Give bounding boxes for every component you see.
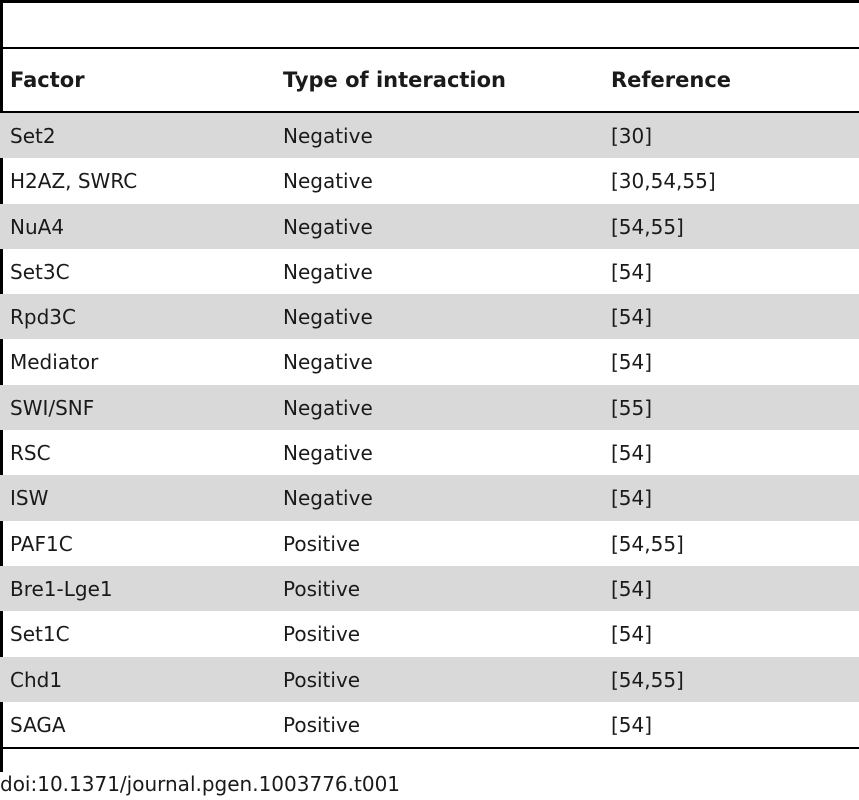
factor-cell: Rpd3C — [10, 305, 76, 330]
reference-cell: [54,55] — [611, 531, 684, 556]
factor-cell: Bre1-Lge1 — [10, 576, 113, 601]
reference-cell: [54,55] — [611, 667, 684, 692]
table-row: Rpd3C Negative [54] — [0, 294, 859, 340]
title-rule — [0, 47, 859, 49]
table-row: Set3C Negative [54] — [0, 249, 859, 294]
interaction-type-cell: Positive — [283, 622, 361, 647]
header-type-of-interaction: Type of interaction — [283, 68, 507, 92]
interaction-type-cell: Negative — [283, 350, 373, 375]
header-reference: Reference — [611, 68, 732, 92]
factor-cell: Mediator — [10, 350, 99, 375]
interaction-type-cell: Positive — [283, 531, 361, 556]
reference-cell: [54] — [611, 259, 653, 284]
reference-cell: [54] — [611, 486, 653, 511]
factor-cell: Set2 — [10, 124, 56, 148]
reference-cell: [30] — [611, 124, 653, 148]
factor-cell: Set1C — [10, 622, 70, 647]
table-row: SAGA Positive [54] — [0, 702, 859, 747]
interaction-type-cell: Positive — [283, 576, 361, 601]
interaction-type-cell: Negative — [283, 169, 373, 194]
table-row: Set2 Negative [30] — [0, 113, 859, 159]
reference-cell: [30,54,55] — [611, 169, 716, 194]
reference-cell: [54] — [611, 622, 653, 647]
table-row: Mediator Negative [54] — [0, 339, 859, 384]
interaction-type-cell: Negative — [283, 214, 373, 239]
table-body: Set2 Negative [30] H2AZ, SWRC Negative [30,54… — [0, 113, 859, 747]
interaction-type-cell: Negative — [283, 124, 373, 148]
reference-cell: [54] — [611, 441, 653, 466]
factor-cell: SWI/SNF — [10, 395, 95, 420]
reference-cell: [54,55] — [611, 214, 684, 239]
reference-cell: [54] — [611, 576, 653, 601]
table-row: H2AZ, SWRC Negative [30,54,55] — [0, 158, 859, 203]
factor-cell: SAGA — [10, 712, 66, 737]
factor-cell: RSC — [10, 441, 51, 466]
bottom-rule — [0, 747, 859, 749]
interaction-type-cell: Negative — [283, 395, 373, 420]
interaction-type-cell: Negative — [283, 305, 373, 330]
reference-cell: [54] — [611, 712, 653, 737]
factor-cell: Chd1 — [10, 667, 63, 692]
factor-cell: PAF1C — [10, 531, 73, 556]
interaction-type-cell: Negative — [283, 486, 373, 511]
table-row: ISW Negative [54] — [0, 475, 859, 521]
header-rule — [0, 111, 859, 113]
table-row: Chd1 Positive [54,55] — [0, 656, 859, 702]
table-header: Factor Type of interaction Reference — [0, 49, 859, 111]
table-row: RSC Negative [54] — [0, 430, 859, 475]
table-row: Set1C Positive [54] — [0, 611, 859, 656]
interaction-type-cell: Negative — [283, 441, 373, 466]
table-row: NuA4 Negative [54,55] — [0, 203, 859, 249]
doi-caption: doi:10.1371/journal.pgen.1003776.t001 — [0, 772, 401, 796]
factor-cell: Set3C — [10, 259, 70, 284]
interaction-type-cell: Positive — [283, 712, 361, 737]
factor-cell: H2AZ, SWRC — [10, 169, 138, 194]
reference-cell: [55] — [611, 395, 653, 420]
factor-cell: NuA4 — [10, 214, 65, 239]
table-row: SWI/SNF Negative [55] — [0, 384, 859, 431]
reference-cell: [54] — [611, 350, 653, 375]
interaction-type-cell: Negative — [283, 259, 373, 284]
top-rule — [0, 0, 859, 3]
reference-cell: [54] — [611, 305, 653, 330]
header-factor: Factor — [10, 68, 85, 92]
table-row: Bre1-Lge1 Positive [54] — [0, 565, 859, 612]
table-row: PAF1C Positive [54,55] — [0, 521, 859, 566]
factor-cell: ISW — [10, 486, 49, 511]
interaction-type-cell: Positive — [283, 667, 361, 692]
